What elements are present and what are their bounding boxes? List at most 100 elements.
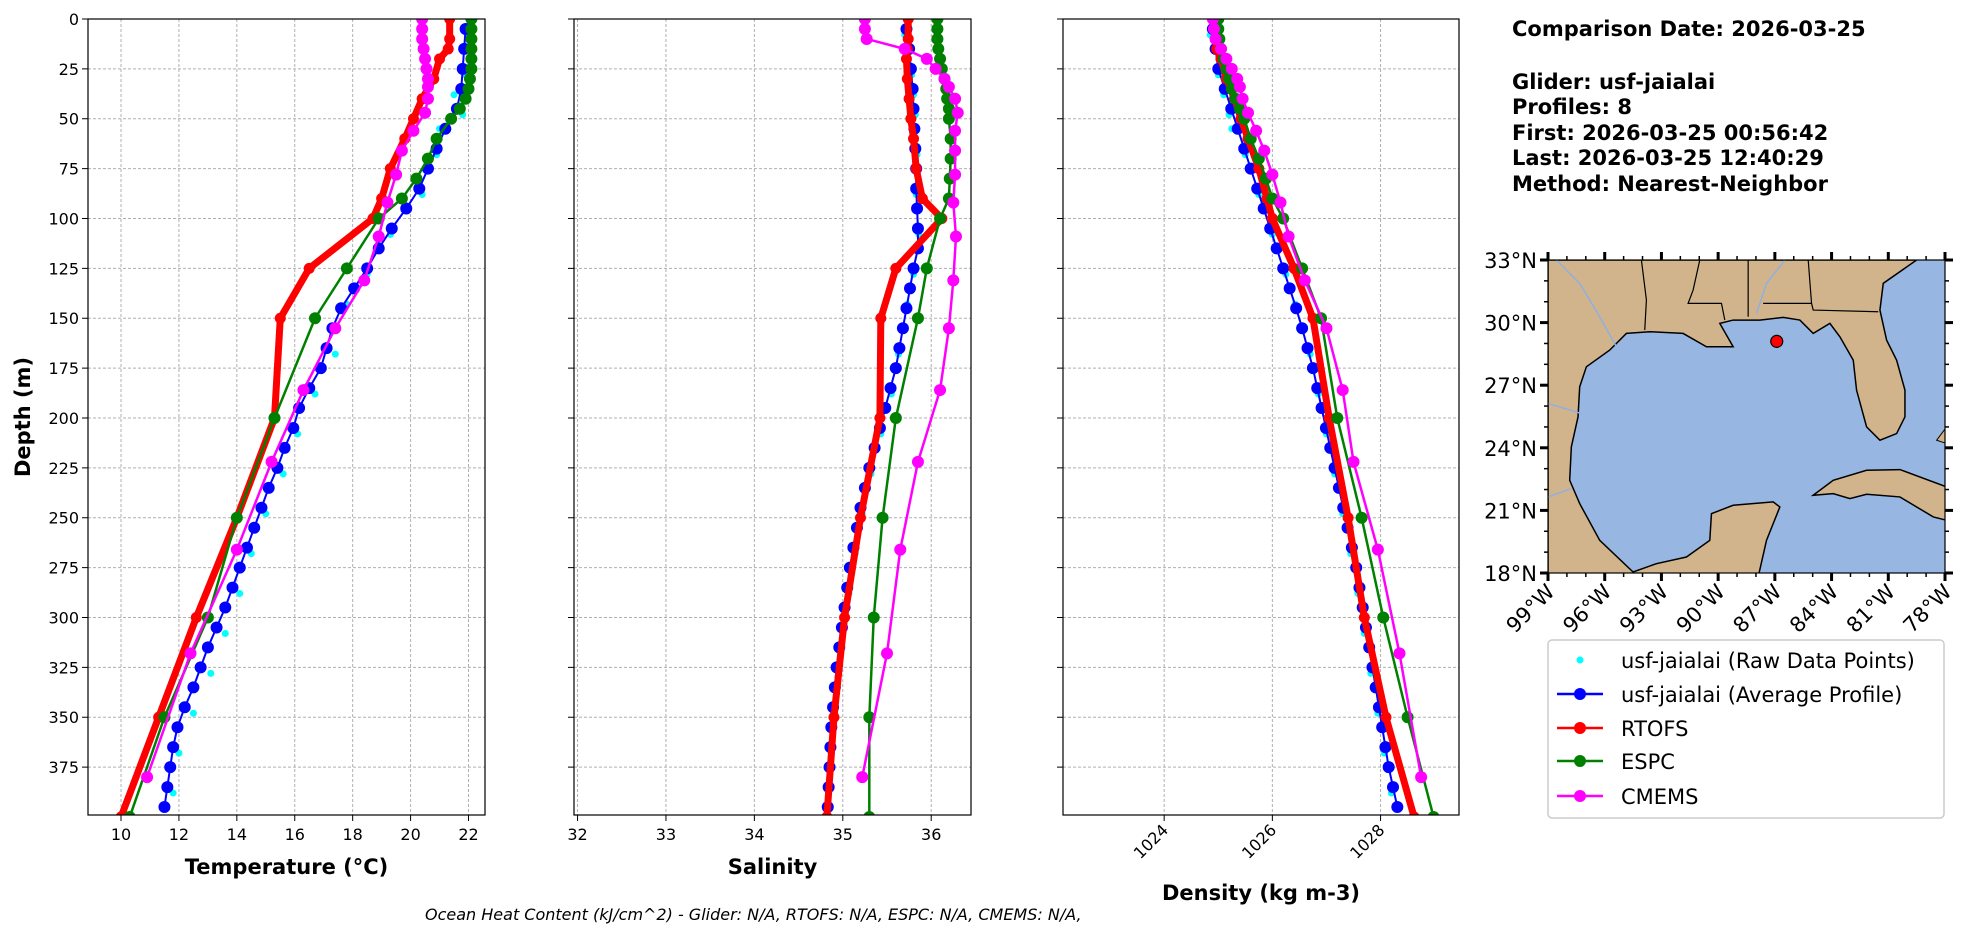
map-lon-label: 90°W [1672, 579, 1730, 637]
cmems-marker [416, 22, 429, 35]
espc-marker [911, 312, 924, 325]
legend-frame [1547, 639, 1945, 819]
average-marker [187, 681, 200, 694]
cmems-marker [416, 19, 429, 25]
x-tick-label: 22 [458, 825, 478, 844]
average-marker [1270, 242, 1283, 255]
y-tick-label: 250 [48, 509, 79, 528]
average-marker [240, 541, 253, 554]
y-tick-label: 200 [48, 409, 79, 428]
map-lon-label: 78°W [1899, 579, 1957, 637]
legend-label: usf-jaialai (Raw Data Points) [1621, 649, 1915, 673]
rtofs-marker [1342, 512, 1354, 524]
espc-marker [465, 32, 478, 45]
series-group [821, 19, 964, 815]
x-tick-label: 35 [833, 825, 853, 844]
average-marker [158, 801, 171, 814]
river [1555, 260, 1618, 348]
legend-label: CMEMS [1621, 785, 1699, 809]
cmems-marker [1274, 196, 1287, 209]
y-tick-label: 150 [48, 309, 79, 328]
legend-item-average: usf-jaialai (Average Profile) [1557, 683, 1902, 707]
espc-marker [1355, 511, 1368, 524]
series-group [115, 19, 478, 815]
average-marker [911, 202, 924, 215]
cmems-marker [419, 52, 432, 65]
cmems-marker [920, 52, 933, 65]
cmems-marker [372, 230, 385, 243]
average-marker [893, 342, 906, 355]
rtofs-marker [839, 611, 851, 623]
axes-frame [1062, 18, 1460, 816]
espc-marker [459, 92, 472, 105]
espc-marker [430, 132, 443, 145]
cmems-line [861, 19, 959, 778]
espc-marker [465, 22, 478, 35]
average-marker [884, 382, 897, 395]
cmems-marker [949, 144, 962, 157]
ocean-heat-content-footnote: Ocean Heat Content (kJ/cm^2) - Glider: N… [425, 905, 1082, 924]
average-marker [248, 521, 261, 534]
espc-marker [867, 611, 880, 624]
cmems-marker [947, 196, 960, 209]
map-lon-label: 81°W [1842, 579, 1900, 637]
cmems-marker [1266, 168, 1279, 181]
legend-item-espc: ESPC [1557, 750, 1675, 774]
panel-density: 1024 1026 1028 Density (kg m-3) [1057, 18, 1460, 905]
espc-marker [931, 19, 944, 25]
x-tick-label: 32 [567, 825, 587, 844]
rtofs-marker [1323, 412, 1335, 424]
average-marker [164, 761, 177, 774]
cmems-marker [860, 32, 873, 45]
river [1548, 402, 1582, 415]
average-marker [413, 182, 426, 195]
map-lon-label: 99°W [1502, 579, 1560, 637]
rtofs-marker [303, 262, 315, 274]
average-marker [194, 661, 207, 674]
espc-marker [876, 511, 889, 524]
espc-marker [863, 810, 875, 815]
espc-marker [942, 112, 955, 125]
rtofs-marker [444, 19, 456, 25]
average-marker [911, 222, 924, 235]
raw-marker [189, 709, 197, 717]
average-marker [1379, 741, 1392, 754]
cmems-marker [420, 62, 433, 75]
map-frame [1547, 259, 1946, 574]
cmems-marker [1236, 92, 1249, 105]
raw-marker [221, 629, 229, 637]
y-tick-label: 275 [48, 559, 79, 578]
average-marker [1382, 761, 1395, 774]
cmems-marker [856, 771, 869, 784]
espc-marker [230, 511, 243, 524]
rtofs-marker [190, 611, 202, 623]
info-panel: Comparison Date: 2026-03-25 Glider: usf-j… [1512, 17, 1866, 196]
x-tick-label: 1026 [1238, 820, 1280, 862]
cmems-marker [951, 106, 964, 119]
espc-marker [309, 312, 322, 325]
average-marker [907, 262, 920, 275]
panel-temperature: 10 12 14 16 18 20 22 0 25 50 75 100 125 150 175 200 225 2… [48, 10, 486, 879]
espc-marker [465, 19, 478, 25]
rtofs-marker [1408, 811, 1420, 815]
map-lat-label: 33°N [1484, 249, 1537, 273]
cmems-marker [1214, 42, 1227, 55]
espc-marker [931, 22, 944, 35]
map-lon-label: 96°W [1558, 579, 1616, 637]
map-lon-label: 84°W [1785, 579, 1843, 637]
cmems-marker [1209, 32, 1222, 45]
cmems-marker [929, 62, 942, 75]
y-tick-label: 25 [59, 60, 79, 79]
cmems-marker [230, 543, 243, 556]
cmems-marker [858, 22, 871, 35]
legend-item-rtofs: RTOFS [1557, 717, 1688, 741]
rtofs-marker [916, 193, 928, 205]
rtofs-marker [442, 43, 454, 55]
info-line: Profiles: 8 [1512, 95, 1632, 119]
rtofs-marker [890, 262, 902, 274]
y-tick-label: 375 [48, 758, 79, 777]
rtofs-marker [902, 33, 914, 45]
location-map: 99°W96°W93°W90°W87°W84°W81°W78°W 18°N 21°N… [1484, 249, 1957, 638]
x-tick-label: 16 [285, 825, 305, 844]
average-marker [262, 481, 275, 494]
